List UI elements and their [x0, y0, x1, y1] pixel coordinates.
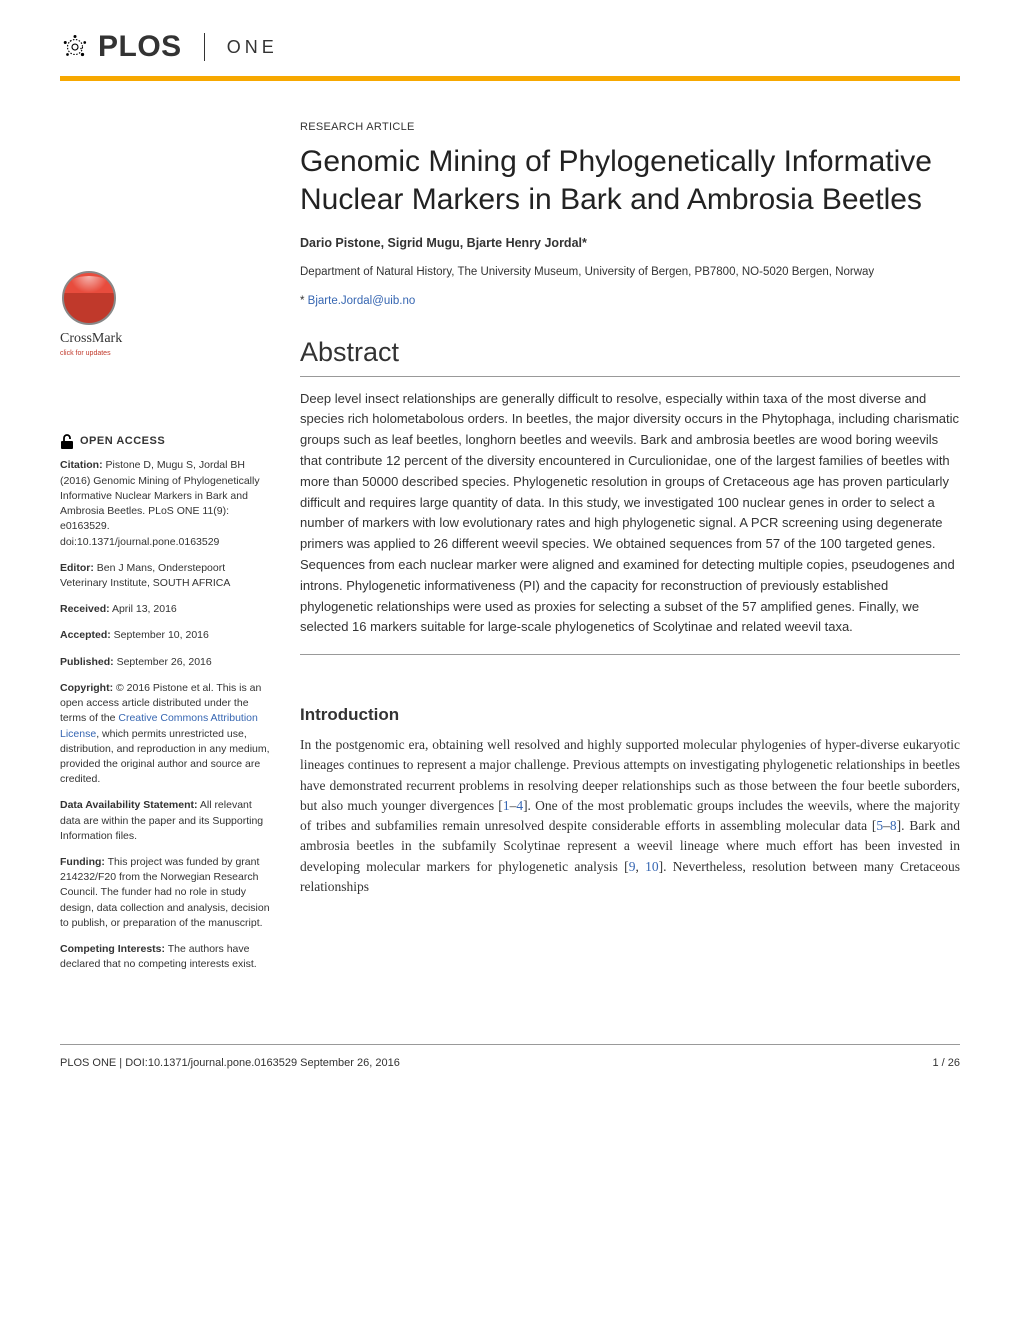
citation-block: Citation: Pistone D, Mugu S, Jordal BH (… — [60, 458, 270, 549]
footer-right: 1 / 26 — [932, 1057, 960, 1069]
crossmark-label: CrossMark — [60, 329, 270, 349]
abstract-text: Deep level insect relationships are gene… — [300, 376, 960, 656]
abstract-heading: Abstract — [300, 337, 960, 372]
intro-paragraph: In the postgenomic era, obtaining well r… — [300, 735, 960, 897]
sidebar: CrossMark click for updates OPEN ACCESS … — [60, 121, 270, 984]
data-availability-block: Data Availability Statement: All relevan… — [60, 798, 270, 844]
received-text: April 13, 2016 — [110, 603, 177, 615]
copyright-block: Copyright: © 2016 Pistone et al. This is… — [60, 681, 270, 788]
crossmark-badge[interactable]: CrossMark click for updates — [60, 271, 270, 359]
corr-email-link[interactable]: Bjarte.Jordal@uib.no — [308, 295, 416, 307]
open-access-label: OPEN ACCESS — [80, 434, 165, 450]
accepted-block: Accepted: September 10, 2016 — [60, 628, 270, 643]
received-block: Received: April 13, 2016 — [60, 602, 270, 617]
plos-logo: PLOS — [60, 30, 182, 64]
one-text: ONE — [227, 37, 278, 58]
plos-icon — [60, 32, 90, 62]
crossmark-sub: click for updates — [60, 349, 270, 359]
published-block: Published: September 26, 2016 — [60, 655, 270, 670]
affiliation: Department of Natural History, The Unive… — [300, 264, 960, 281]
crossmark-icon — [62, 271, 116, 325]
ref-comma: , — [635, 859, 645, 874]
open-lock-icon — [60, 434, 74, 450]
editor-block: Editor: Ben J Mans, Onderstepoort Veteri… — [60, 561, 270, 591]
ref-link-8[interactable]: 8 — [890, 818, 897, 833]
main-content: RESEARCH ARTICLE Genomic Mining of Phylo… — [300, 121, 960, 984]
logo-row: PLOS ONE — [60, 30, 960, 64]
corr-symbol: * — [300, 295, 308, 307]
intro-heading: Introduction — [300, 705, 960, 725]
copyright-label: Copyright: — [60, 682, 113, 694]
editor-label: Editor: — [60, 562, 94, 574]
ref-link-1[interactable]: 1 — [503, 798, 510, 813]
article-title: Genomic Mining of Phylogenetically Infor… — [300, 143, 960, 218]
open-access-row: OPEN ACCESS — [60, 434, 270, 450]
logo-divider — [204, 33, 205, 61]
page-header: PLOS ONE — [0, 0, 1020, 81]
published-label: Published: — [60, 656, 114, 668]
ref-link-10[interactable]: 10 — [645, 859, 659, 874]
correspondence: * Bjarte.Jordal@uib.no — [300, 295, 960, 307]
citation-text: Pistone D, Mugu S, Jordal BH (2016) Geno… — [60, 459, 260, 547]
footer-left: PLOS ONE | DOI:10.1371/journal.pone.0163… — [60, 1057, 400, 1069]
data-label: Data Availability Statement: — [60, 799, 198, 811]
funding-label: Funding: — [60, 856, 105, 868]
page-footer: PLOS ONE | DOI:10.1371/journal.pone.0163… — [60, 1044, 960, 1099]
accepted-label: Accepted: — [60, 629, 111, 641]
published-text: September 26, 2016 — [114, 656, 212, 668]
ref-dash-2: – — [883, 818, 890, 833]
received-label: Received: — [60, 603, 110, 615]
funding-block: Funding: This project was funded by gran… — [60, 855, 270, 931]
article-type: RESEARCH ARTICLE — [300, 121, 960, 133]
authors: Dario Pistone, Sigrid Mugu, Bjarte Henry… — [300, 236, 960, 250]
plos-text: PLOS — [98, 30, 182, 64]
accepted-text: September 10, 2016 — [111, 629, 209, 641]
citation-label: Citation: — [60, 459, 103, 471]
content-wrapper: CrossMark click for updates OPEN ACCESS … — [0, 81, 1020, 984]
competing-label: Competing Interests: — [60, 943, 165, 955]
competing-block: Competing Interests: The authors have de… — [60, 942, 270, 972]
